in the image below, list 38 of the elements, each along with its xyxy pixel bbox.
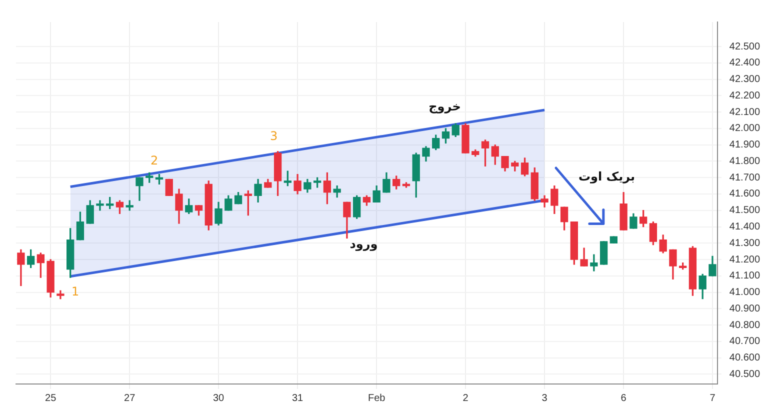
y-tick-label: 41.900: [729, 140, 760, 151]
candlestick: [96, 200, 104, 211]
y-tick-label: 40.500: [729, 368, 760, 380]
x-tick-label: 30: [212, 392, 225, 404]
y-tick-label: 42.400: [729, 58, 760, 69]
annotation: 3: [270, 128, 278, 143]
y-tick-label: 41.100: [729, 270, 760, 282]
y-tick-label: 42.100: [729, 106, 760, 118]
y-tick-label: 41.500: [729, 205, 760, 216]
y-tick-label: 40.900: [729, 303, 760, 314]
y-tick-label: 41.700: [729, 172, 760, 184]
annotation: خروج: [428, 99, 461, 114]
x-tick-label: 3: [542, 392, 548, 404]
y-tick-label: 40.600: [729, 352, 760, 364]
y-tick-label: 42.500: [729, 41, 760, 52]
x-tick-label: 31: [292, 392, 304, 404]
x-tick-label: 6: [620, 392, 627, 404]
y-tick-label: 42.200: [729, 90, 760, 102]
y-tick-label: 41.400: [729, 222, 760, 232]
annotation: 1: [71, 284, 80, 298]
y-tick-label: 42.300: [729, 74, 760, 86]
x-tick-label: 27: [124, 392, 136, 404]
y-tick-label: 41.000: [729, 287, 760, 298]
y-tick-label: 42.000: [729, 123, 760, 134]
x-tick-label: Feb: [368, 392, 386, 404]
x-tick-label: 25: [45, 392, 57, 404]
annotation: ورود: [350, 236, 378, 251]
x-tick-label: 7: [710, 392, 716, 404]
candlestick: [590, 254, 598, 272]
y-tick-label: 40.700: [729, 336, 760, 348]
annotation: 2: [150, 153, 158, 168]
y-tick-label: 41.300: [729, 238, 760, 249]
y-tick-label: 41.600: [729, 188, 760, 200]
annotation: بریک اوت: [578, 170, 636, 184]
y-tick-label: 40.800: [729, 320, 760, 331]
y-tick-label: 41.800: [729, 156, 760, 167]
x-tick-label: 2: [462, 392, 469, 404]
y-tick-label: 41.200: [729, 254, 760, 266]
